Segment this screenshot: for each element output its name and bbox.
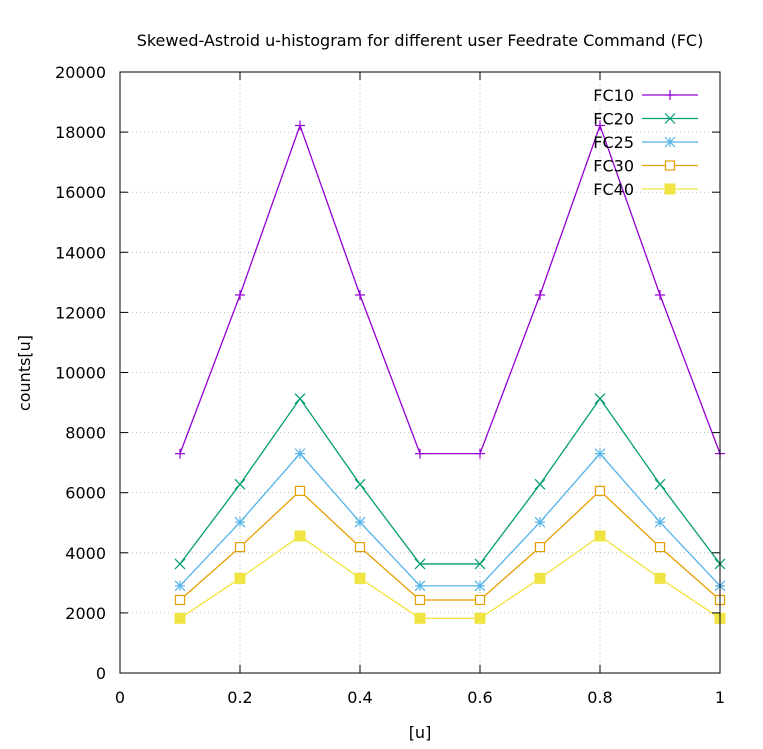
series-layer xyxy=(174,120,726,624)
data-point xyxy=(175,448,185,459)
y-tick-label: 2000 xyxy=(65,604,106,623)
data-point xyxy=(174,594,186,606)
data-point xyxy=(475,448,485,459)
data-point xyxy=(474,612,486,624)
data-point xyxy=(414,580,426,592)
data-point xyxy=(234,516,246,528)
data-point xyxy=(654,572,666,584)
data-point xyxy=(234,478,246,490)
data-point xyxy=(414,594,426,606)
data-point xyxy=(654,516,666,528)
y-tick-label: 16000 xyxy=(55,183,106,202)
series-line xyxy=(179,123,721,455)
legend-item: FC25 xyxy=(593,133,698,152)
legend-item: FC10 xyxy=(593,86,698,105)
data-point xyxy=(294,393,306,405)
data-point xyxy=(474,580,486,592)
data-point xyxy=(594,485,606,496)
y-tick-label: 14000 xyxy=(55,243,106,262)
data-point xyxy=(414,558,426,570)
data-point xyxy=(664,183,676,195)
data-point xyxy=(665,90,675,100)
legend-label: FC20 xyxy=(593,110,634,129)
y-tick-label: 0 xyxy=(96,664,106,683)
data-point xyxy=(234,541,246,553)
data-point xyxy=(534,516,546,528)
grid xyxy=(120,72,720,673)
data-point xyxy=(654,478,666,490)
data-point xyxy=(295,120,305,131)
data-point xyxy=(354,541,366,553)
data-point xyxy=(174,580,186,592)
y-tick-label: 18000 xyxy=(55,123,106,142)
y-axis-label: counts[u] xyxy=(15,335,34,411)
x-tick-label: 0.2 xyxy=(227,688,252,707)
y-tick-label: 8000 xyxy=(65,424,106,443)
data-point xyxy=(534,541,546,553)
series-fc40 xyxy=(174,530,726,624)
data-point xyxy=(294,485,306,496)
data-point xyxy=(655,289,665,300)
data-point xyxy=(474,594,486,606)
data-point xyxy=(294,448,306,460)
legend-label: FC25 xyxy=(593,133,634,152)
series-fc20 xyxy=(174,393,726,570)
legend-label: FC40 xyxy=(593,180,634,199)
series-fc25 xyxy=(174,448,726,592)
y-tick-label: 12000 xyxy=(55,303,106,322)
legend-item: FC40 xyxy=(593,180,698,199)
data-point xyxy=(474,558,486,570)
data-point xyxy=(594,448,606,460)
x-tick-label: 0 xyxy=(115,688,125,707)
series-line xyxy=(179,535,721,619)
legend-item: FC30 xyxy=(593,157,698,176)
axis-ticks: 0 2000 4000 6000 8000 10000 12000 14000 16000 180… xyxy=(55,63,725,707)
legend-label: FC30 xyxy=(593,157,634,176)
data-point xyxy=(535,289,545,300)
chart-title: Skewed-Astroid u-histogram for different… xyxy=(137,31,704,50)
series-line xyxy=(179,452,721,587)
data-point xyxy=(354,572,366,584)
data-point xyxy=(354,478,366,490)
data-point xyxy=(354,516,366,528)
y-tick-label: 10000 xyxy=(55,364,106,383)
data-point xyxy=(664,160,676,171)
data-point xyxy=(534,478,546,490)
series-fc10 xyxy=(175,120,725,459)
data-point xyxy=(355,289,365,300)
legend-label: FC10 xyxy=(593,86,634,105)
data-point xyxy=(174,612,186,624)
data-point xyxy=(664,113,676,124)
legend: FC10 FC20 FC25 FC30 FC40 xyxy=(593,86,698,199)
data-point xyxy=(235,289,245,300)
x-axis-label: [u] xyxy=(409,723,432,742)
data-point xyxy=(594,530,606,542)
x-tick-label: 0.8 xyxy=(587,688,612,707)
data-point xyxy=(414,612,426,624)
series-fc30 xyxy=(174,485,726,606)
x-tick-label: 0.6 xyxy=(467,688,492,707)
data-point xyxy=(594,393,606,405)
data-point xyxy=(174,558,186,570)
data-point xyxy=(534,572,546,584)
y-tick-label: 20000 xyxy=(55,63,106,82)
y-tick-label: 6000 xyxy=(65,484,106,503)
data-point xyxy=(294,530,306,542)
x-tick-label: 1 xyxy=(715,688,725,707)
series-line xyxy=(179,490,721,601)
x-tick-label: 0.4 xyxy=(347,688,372,707)
data-point xyxy=(654,541,666,553)
data-point xyxy=(595,120,605,131)
data-point xyxy=(415,448,425,459)
series-line xyxy=(179,397,721,565)
data-point xyxy=(664,136,676,148)
legend-item: FC20 xyxy=(593,110,698,129)
data-point xyxy=(234,572,246,584)
y-tick-label: 4000 xyxy=(65,544,106,563)
